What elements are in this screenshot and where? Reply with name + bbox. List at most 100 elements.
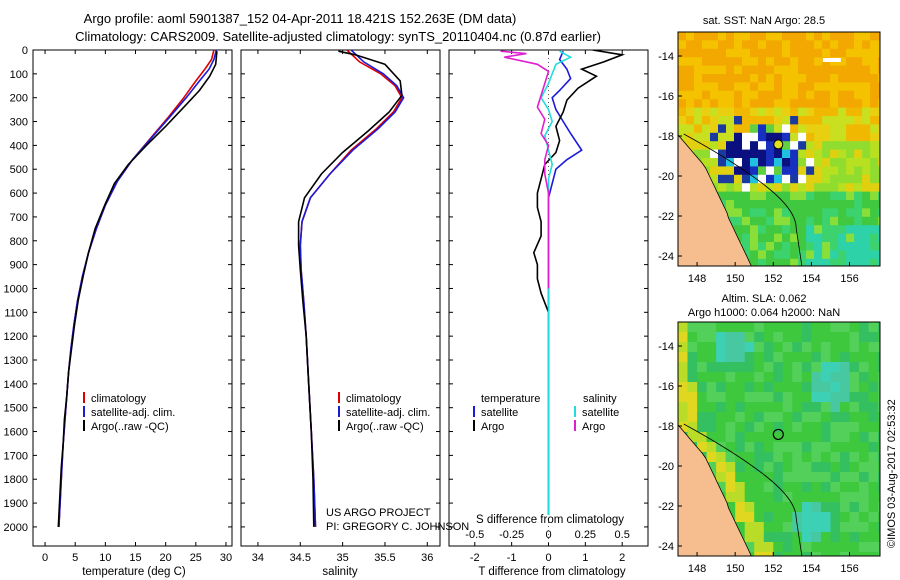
sla-cell (706, 442, 717, 453)
sla-cell (859, 422, 870, 433)
sst-cell (846, 107, 855, 117)
sla-cell (697, 442, 708, 453)
sst-cell (806, 124, 815, 134)
sla-cell (716, 472, 727, 483)
sst-cell (710, 107, 719, 117)
sst-cell (694, 116, 703, 125)
sla-cell (811, 362, 822, 373)
sla-cell (687, 362, 698, 373)
x-tick-label: 5 (72, 552, 78, 564)
sla-cell (868, 462, 879, 473)
sla-cell (878, 392, 880, 403)
sst-cell (750, 82, 759, 92)
sst-cell (830, 250, 839, 260)
sst-cell (862, 116, 871, 125)
sst-cell (854, 124, 863, 134)
sst-cell (774, 149, 783, 159)
sst-cell (758, 208, 767, 218)
s-difference-xlabel: S difference from climatology (476, 514, 624, 526)
sst-cell (742, 107, 751, 117)
sst-cell (814, 149, 823, 159)
sst-cell (750, 74, 759, 83)
sla-cell (840, 472, 851, 483)
sla-cell (859, 322, 870, 333)
sla-cell (878, 402, 880, 413)
sst-cell (774, 90, 783, 100)
sst-cell (790, 258, 799, 266)
depth-tick-label: 300 (10, 117, 28, 129)
sst-cell (702, 40, 711, 50)
sst-cell (870, 250, 879, 260)
sst-cell (878, 166, 880, 176)
sst-cell (782, 158, 791, 167)
sst-cell (830, 200, 839, 209)
sst-cell (742, 208, 751, 218)
sst-cell (830, 82, 839, 92)
sst-cell (814, 57, 823, 67)
sst-cell (734, 191, 743, 201)
sst-cell (806, 65, 815, 75)
sla-cell (849, 532, 860, 543)
sst-cell (830, 183, 839, 193)
sla-cell (801, 452, 812, 463)
sst-cell (830, 191, 839, 201)
legend-climatology-label: climatology (91, 393, 147, 405)
sla-cell (859, 352, 870, 363)
sst-cell (838, 48, 847, 58)
sst-cell (806, 250, 815, 260)
sla-cell (840, 532, 851, 543)
sla-cell (840, 442, 851, 453)
sla-cell (782, 412, 793, 423)
sla-cell (878, 452, 880, 463)
sst-cell (854, 74, 863, 83)
sla-cell (801, 542, 812, 553)
sst-cell (798, 124, 807, 134)
sst-cell (782, 149, 791, 159)
sla-cell (820, 332, 831, 343)
sst-cell (798, 225, 807, 235)
sla-cell (687, 382, 698, 393)
sst-cell (838, 158, 847, 167)
sst-cell (702, 65, 711, 75)
sst-cell (774, 208, 783, 218)
sst-cell (862, 74, 871, 83)
sst-cell (766, 116, 775, 125)
salinity-axes (240, 49, 441, 547)
sst-cell (830, 258, 839, 266)
sla-cell (744, 542, 755, 553)
sst-cell (798, 132, 807, 142)
sst-cell (726, 74, 735, 83)
sst-cell (846, 40, 855, 50)
sst-cell (854, 57, 863, 67)
sst-cell (766, 141, 775, 151)
sla-cell (878, 352, 880, 363)
sla-cell (687, 322, 698, 333)
sla-cell (849, 402, 860, 413)
sla-cell (801, 352, 812, 363)
sla-cell (840, 552, 851, 556)
sst-cell (854, 166, 863, 176)
sst-cell (862, 242, 871, 251)
sla-cell (744, 522, 755, 533)
sst-cell (750, 233, 759, 243)
sla-cell (782, 512, 793, 523)
sst-cell (878, 90, 880, 100)
sla-cell (782, 532, 793, 543)
sla-cell (735, 472, 746, 483)
sst-cell (702, 116, 711, 125)
sla-cell (735, 332, 746, 343)
sst-cell (790, 99, 799, 109)
x-tick-label: 34 (252, 552, 264, 564)
sla-cell (697, 432, 708, 443)
sst-cell (782, 208, 791, 218)
sst-cell (702, 99, 711, 109)
sla-cell (754, 462, 765, 473)
sla-cell (801, 442, 812, 453)
sst-cell (750, 99, 759, 109)
sla-cell (782, 402, 793, 413)
sst-cell (870, 225, 879, 235)
sla-cell (820, 432, 831, 443)
sla-cell (782, 442, 793, 453)
sst-cell (750, 57, 759, 67)
series-climatology (299, 50, 403, 527)
